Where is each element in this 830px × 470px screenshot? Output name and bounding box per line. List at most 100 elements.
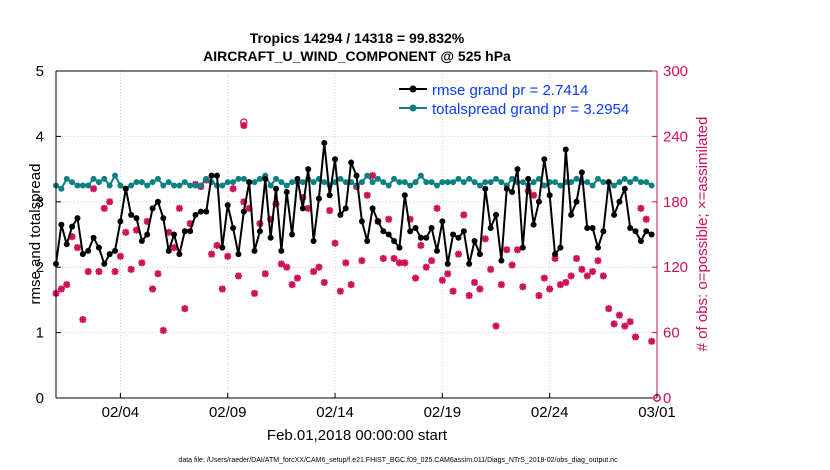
spread-point	[144, 182, 151, 189]
rmse-point	[348, 159, 355, 166]
obs-point	[562, 278, 570, 286]
spread-point	[369, 179, 376, 186]
spread-point	[149, 179, 156, 186]
rmse-point	[79, 251, 86, 258]
spread-point	[181, 179, 188, 186]
obs-point-stroke	[288, 281, 296, 288]
obs-point	[648, 337, 656, 345]
spread-point	[552, 179, 559, 186]
obs-point-stroke	[487, 266, 494, 273]
spread-point	[600, 179, 607, 186]
spread-point	[160, 182, 167, 189]
spread-point	[423, 179, 430, 186]
spread-point	[117, 182, 124, 189]
obs-point	[594, 257, 602, 265]
spread-point	[165, 179, 172, 186]
rmse-point	[541, 156, 548, 163]
rmse-point	[621, 185, 628, 192]
obs-point-stroke	[428, 257, 435, 264]
legend: rmse grand pr = 2.7414 totalspread grand…	[399, 82, 629, 118]
obs-point-stroke	[557, 281, 564, 288]
obs-point	[293, 274, 301, 282]
rmse-point	[224, 202, 231, 209]
obs-point	[154, 270, 162, 278]
obs-point-stroke	[278, 260, 285, 268]
obs-point-stroke	[439, 276, 446, 284]
x-tick-label: 03/01	[638, 404, 676, 421]
obs-point-stroke	[320, 279, 328, 286]
rmse-point	[160, 215, 167, 222]
spread-point	[428, 179, 435, 186]
obs-point-stroke	[578, 266, 586, 273]
obs-point	[503, 246, 511, 254]
x-axis-ticks: 02/04 02/09 02/14 02/19 02/24 03/01	[102, 393, 676, 421]
rmse-point	[230, 224, 237, 231]
rmse-point	[192, 211, 199, 218]
obs-point-stroke	[632, 333, 639, 341]
rmse-point	[466, 260, 473, 267]
obs-point	[358, 257, 366, 265]
obs-point	[632, 333, 640, 341]
obs-point	[540, 274, 548, 282]
spread-point	[235, 175, 242, 182]
obs-point	[390, 254, 398, 262]
spread-point	[299, 179, 306, 186]
obs-point	[578, 265, 586, 273]
spread-point	[541, 182, 548, 189]
obs-point	[556, 281, 564, 289]
spread-point	[192, 182, 199, 189]
spread-point	[69, 179, 76, 186]
obs-point-stroke	[154, 270, 162, 278]
spread-point	[557, 182, 564, 189]
obs-point	[422, 263, 430, 271]
obs-point-stroke	[433, 205, 441, 212]
obs-point-stroke	[508, 261, 516, 269]
rmse-point	[493, 211, 500, 218]
spread-point	[632, 175, 639, 182]
obs-point-stroke	[331, 239, 339, 247]
spread-point	[240, 175, 247, 182]
spread-point	[637, 179, 644, 186]
spread-point	[310, 179, 317, 186]
rmse-point	[273, 185, 280, 192]
obs-point-stroke	[379, 255, 387, 262]
spread-point	[364, 172, 371, 179]
obs-point-stroke	[401, 259, 409, 267]
obs-point-stroke	[492, 322, 500, 330]
rmse-point	[321, 139, 328, 146]
rmse-point	[294, 175, 301, 182]
spread-point	[133, 179, 140, 186]
rmse-point	[138, 238, 145, 245]
rmse-point	[219, 244, 226, 251]
rmse-point	[256, 228, 263, 235]
obs-point	[369, 172, 377, 180]
rmse-point	[546, 192, 553, 199]
obs-point-stroke	[229, 185, 237, 193]
rmse-point	[101, 260, 108, 267]
rmse-point	[407, 228, 414, 235]
spread-point	[273, 175, 280, 182]
spread-point	[342, 179, 349, 186]
rmse-point	[444, 260, 451, 267]
obs-point	[637, 204, 645, 212]
spread-point	[573, 175, 580, 182]
obs-point	[208, 250, 216, 258]
obs-point-stroke	[74, 244, 81, 251]
rmse-point	[616, 198, 623, 205]
obs-point-stroke	[58, 285, 65, 293]
spread-point	[203, 175, 210, 182]
obs-point-stroke	[68, 233, 76, 241]
rmse-point	[278, 247, 285, 254]
rmse-point	[106, 251, 113, 258]
obs-point-stroke	[106, 198, 113, 206]
obs-point	[90, 185, 98, 193]
rmse-point	[74, 215, 81, 222]
obs-point	[331, 239, 339, 247]
obs-point-stroke	[100, 205, 108, 212]
spread-point	[74, 182, 81, 189]
obs-point	[63, 281, 71, 289]
spread-point	[568, 179, 575, 186]
obs-point	[438, 276, 446, 284]
spread-point	[643, 179, 650, 186]
rmse-point	[391, 238, 398, 245]
